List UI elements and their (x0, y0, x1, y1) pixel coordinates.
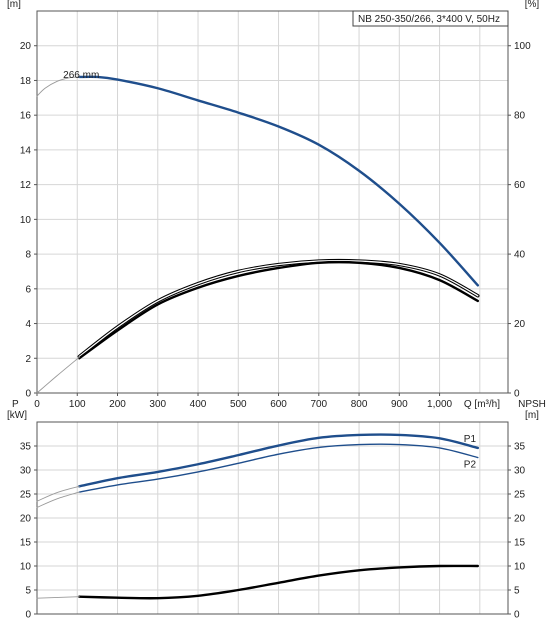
left-axis-tick-label: 5 (25, 586, 31, 597)
series-line-double-inner (78, 259, 479, 358)
power-npsh-panel: 0 5 10 15 20 25 30 35 0 5 10 15 20 25 30 35 P[kW] NPSH[m]… (7, 399, 546, 621)
right-axis-tick-label: 30 (514, 466, 526, 477)
x-axis-tick-label: 800 (351, 399, 368, 410)
series-line-thin (36, 76, 80, 97)
left-axis-tick-label: 35 (20, 442, 32, 453)
right-axis-tick-label: 35 (514, 442, 526, 453)
left-axis-tick-label: 8 (25, 250, 31, 261)
x-axis-tick-label: 400 (190, 399, 207, 410)
left-axis-tick-label: 10 (20, 562, 32, 573)
series-line-thick (78, 260, 480, 360)
plot-frame (36, 10, 509, 394)
left-axis-tick-label: 10 (20, 215, 32, 226)
head-efficiency-panel: 02468101214161820020406080100H[m]eta[%]0… (7, 0, 539, 410)
x-axis-tick-label: 600 (270, 399, 287, 410)
series-line-thick (78, 75, 480, 287)
left-axis-tick-label: 25 (20, 490, 32, 501)
series-line-thin (36, 491, 80, 508)
x-axis-tick-label: 500 (230, 399, 247, 410)
series-label-p2: P2 (464, 460, 477, 471)
left-axis-tick-label: 0 (25, 389, 31, 400)
right-axis-tick-label: 60 (514, 180, 526, 191)
right-axis-tick-label: 5 (514, 586, 520, 597)
left-axis-tick-label: 20 (20, 41, 32, 52)
left-axis-tick-label: 15 (20, 538, 32, 549)
series-line-thin (36, 596, 80, 599)
right-axis-unit: [m] (525, 410, 539, 421)
left-axis-tick-label: 16 (20, 111, 32, 122)
right-axis-tick-label: 0 (514, 389, 520, 400)
x-axis-label: Q [m³/h] (464, 399, 500, 410)
left-axis-unit: [kW] (7, 410, 27, 421)
right-axis-tick-label: 0 (514, 610, 520, 621)
left-axis-tick-label: 30 (20, 466, 32, 477)
right-axis-unit: [%] (525, 0, 540, 10)
right-axis-tick-label: 15 (514, 538, 526, 549)
impeller-diameter-label: 266 mm (63, 70, 99, 81)
series-line-thick (78, 564, 480, 600)
left-axis-tick-label: 18 (20, 76, 32, 87)
right-axis-tick-label: 20 (514, 514, 526, 525)
chart-title-box (352, 10, 509, 27)
right-axis-tick-label: 10 (514, 562, 526, 573)
x-axis-tick-label: 1,000 (427, 399, 452, 410)
x-axis-tick-label: 0 (34, 399, 40, 410)
right-axis-tick-label: 100 (514, 41, 531, 52)
left-axis-unit: [m] (7, 0, 21, 10)
left-axis-tick-label: 4 (25, 319, 31, 330)
left-axis-name: P (12, 399, 19, 410)
x-axis-tick-label: 700 (310, 399, 327, 410)
right-axis-tick-label: 25 (514, 490, 526, 501)
left-axis-tick-label: 14 (20, 145, 32, 156)
series-line-p2 (78, 443, 479, 493)
x-axis-tick-label: 300 (149, 399, 166, 410)
x-axis-tick-label: 100 (69, 399, 86, 410)
right-axis-tick-label: 40 (514, 250, 526, 261)
left-axis-tick-label: 12 (20, 180, 32, 191)
right-axis-name: NPSH (518, 399, 546, 410)
right-axis-tick-label: 80 (514, 111, 526, 122)
left-axis-tick-label: 2 (25, 354, 31, 365)
series-line-thin (36, 485, 80, 502)
series-line-thin (36, 356, 80, 394)
right-axis-tick-label: 20 (514, 319, 526, 330)
left-axis-tick-label: 20 (20, 514, 32, 525)
chart-title: NB 250-350/266, 3*400 V, 50Hz (358, 14, 500, 25)
series-line-p1 (78, 433, 480, 488)
x-axis-tick-label: 900 (391, 399, 408, 410)
left-axis-tick-label: 0 (25, 610, 31, 621)
series-label-p1: P1 (464, 434, 477, 445)
left-axis-tick-label: 6 (25, 284, 31, 295)
x-axis-tick-label: 200 (109, 399, 126, 410)
